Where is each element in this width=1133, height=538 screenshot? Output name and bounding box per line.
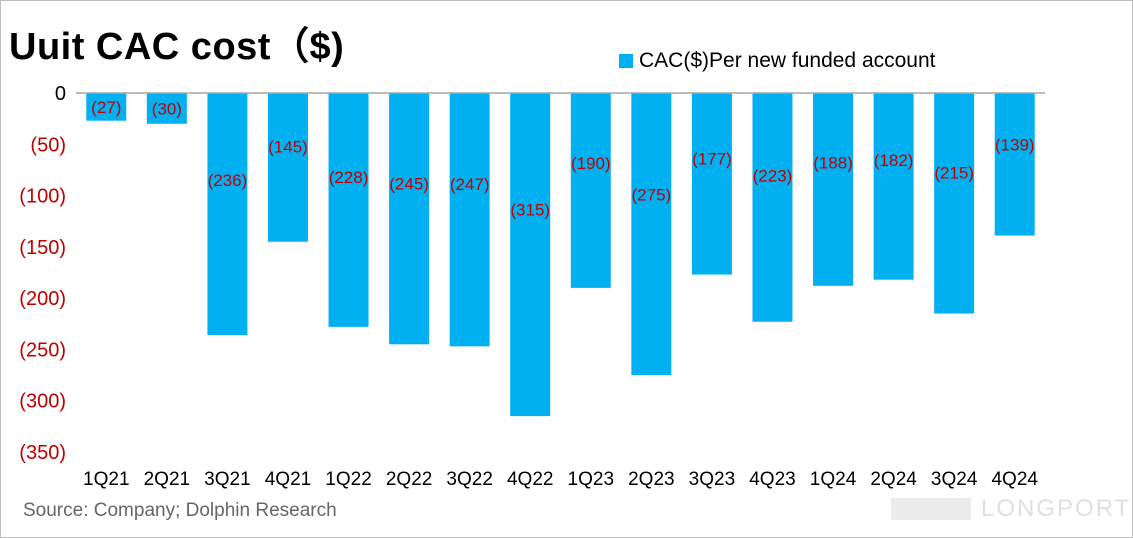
y-tick-label: (100) [19,186,66,208]
bar-4Q21 [267,93,308,242]
logo-icon [891,498,971,520]
watermark-text: LONGPORT [981,495,1132,522]
data-label: (145) [268,138,308,157]
x-tick-label: 4Q24 [991,469,1038,490]
data-label: (190) [571,154,611,173]
longport-watermark: LONGPORT [891,495,1131,523]
x-tick-label: 1Q24 [810,469,857,490]
data-label: (247) [450,175,490,194]
data-label: (215) [934,163,974,182]
data-label: (30) [152,99,182,118]
y-tick-label: (50) [30,134,66,156]
data-label: (315) [510,200,550,219]
x-tick-label: 4Q23 [749,469,795,490]
bar-1Q22 [328,93,369,327]
x-tick-label: 4Q22 [507,469,553,490]
bar-1Q21 [86,93,127,121]
bar-2Q24 [873,93,914,280]
data-label: (27) [91,98,121,117]
bar-2Q22 [389,93,430,345]
x-tick-label: 4Q21 [265,469,311,490]
y-tick-label: (200) [19,288,66,310]
data-label: (223) [753,166,793,185]
data-label: (245) [389,174,429,193]
bar-2Q21 [146,93,187,124]
x-tick-label: 3Q21 [204,469,250,490]
bar-3Q22 [449,93,490,347]
data-label: (236) [208,171,248,190]
x-tick-label: 2Q21 [144,469,190,490]
y-tick-label: (150) [19,237,66,259]
data-label: (139) [995,135,1035,154]
bar-4Q23 [752,93,793,322]
data-label: (228) [329,168,369,187]
x-tick-label: 2Q22 [386,469,432,490]
legend-label: CAC($)Per new funded account [639,49,936,72]
data-label: (182) [874,151,914,170]
bar-1Q23 [570,93,611,288]
bar-4Q22 [510,93,551,417]
bar-2Q23 [631,93,672,376]
x-tick-label: 3Q22 [446,469,492,490]
x-tick-label: 1Q22 [325,469,371,490]
x-tick-label: 2Q24 [870,469,917,490]
y-tick-label: (300) [19,391,66,413]
bar-4Q24 [994,93,1035,236]
legend: CAC($)Per new funded account [619,49,936,73]
bar-3Q24 [934,93,975,314]
y-tick-label: (350) [19,442,66,464]
x-tick-label: 1Q21 [83,469,129,490]
x-tick-label: 3Q24 [931,469,978,490]
bar-1Q24 [813,93,854,286]
y-tick-label: (250) [19,339,66,361]
x-tick-label: 3Q23 [689,469,735,490]
data-label: (275) [632,186,672,205]
bar-3Q21 [207,93,248,336]
x-tick-label: 1Q23 [568,469,614,490]
source-note: Source: Company; Dolphin Research [23,500,337,521]
bar-3Q23 [691,93,732,275]
legend-swatch [619,54,633,68]
x-tick-label: 2Q23 [628,469,674,490]
data-label: (177) [692,149,732,168]
data-label: (188) [813,153,853,172]
y-tick-label: 0 [55,83,66,105]
chart-title: Uuit CAC cost（$) [9,26,345,68]
